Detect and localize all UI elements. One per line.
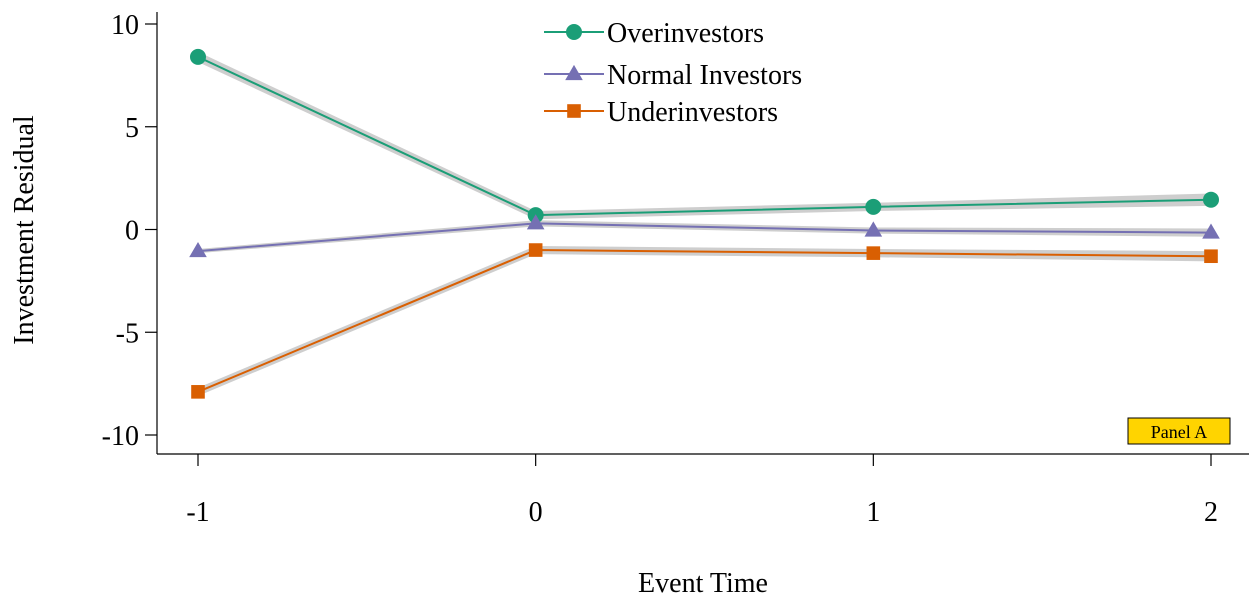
series-line	[197, 222, 1212, 253]
data-point	[1202, 223, 1220, 239]
ci-band	[198, 51, 1211, 220]
series-lines	[197, 55, 1212, 393]
confidence-bands	[198, 51, 1211, 396]
data-point	[864, 221, 883, 237]
y-axis-title: Investment Residual	[9, 115, 40, 345]
data-point	[189, 241, 207, 258]
series-line	[197, 55, 1212, 217]
data-point	[866, 246, 881, 260]
y-tick-label: 0	[125, 216, 139, 247]
legend: Overinvestors Normal Investors Underinvest…	[544, 18, 802, 128]
x-tick-label: -1	[186, 497, 209, 528]
data-point	[190, 48, 206, 65]
legend-marker	[565, 64, 583, 81]
data-point	[191, 385, 205, 399]
x-tick-label: 2	[1204, 497, 1218, 528]
data-point	[528, 243, 543, 257]
y-tick-label: -5	[116, 318, 139, 349]
x-tick-label: 1	[866, 497, 880, 528]
panel-annotation: Panel A	[1127, 417, 1231, 445]
data-point	[1204, 249, 1218, 264]
legend-marker	[567, 104, 581, 118]
data-point	[1203, 191, 1219, 208]
ci-band	[198, 245, 1211, 396]
x-axis-title: Event Time	[638, 568, 768, 599]
panel-label-box	[1127, 417, 1231, 445]
legend-label: Underinvestors	[607, 97, 778, 128]
series-markers	[189, 48, 1220, 399]
data-point	[526, 214, 545, 230]
legend-label: Overinvestors	[607, 18, 764, 49]
ci-band	[198, 220, 1211, 254]
legend-marker	[566, 24, 582, 40]
panel-label: Panel A	[1151, 422, 1208, 442]
legend-label: Normal Investors	[607, 60, 802, 91]
y-tick-label: 5	[125, 113, 139, 144]
data-point	[865, 198, 882, 215]
series-line	[197, 249, 1212, 393]
y-tick-label: -10	[102, 421, 139, 452]
x-tick-label: 0	[529, 497, 543, 528]
y-tick-label: 10	[111, 10, 139, 41]
